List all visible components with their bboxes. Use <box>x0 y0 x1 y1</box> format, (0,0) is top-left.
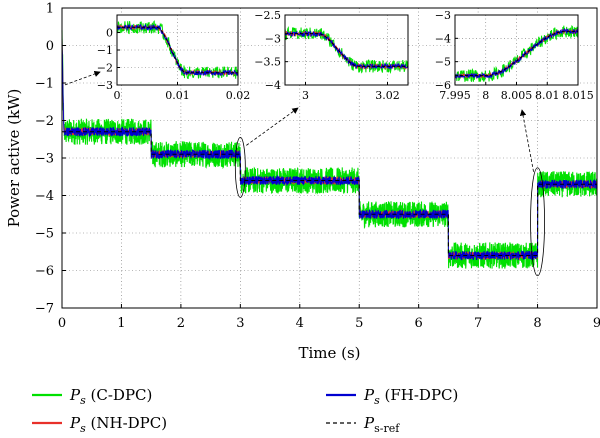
legend-symbol: P <box>69 386 81 404</box>
y-tick-label: −2 <box>35 114 54 129</box>
y-axis-title: Power active (kW) <box>5 89 23 228</box>
inset-y-tick-label: −6 <box>435 79 451 92</box>
y-tick-label: −1 <box>35 77 54 92</box>
inset-y-tick-label: −3 <box>435 9 451 22</box>
x-tick-label: 5 <box>355 316 363 331</box>
inset-x-tick-label: 8.015 <box>562 89 594 102</box>
legend-label: Ps (C-DPC) <box>69 386 152 407</box>
x-tick-label: 9 <box>593 316 600 331</box>
inset-x-tick-label: 7.995 <box>439 89 471 102</box>
inset-x-tick-label: 3 <box>302 89 309 102</box>
zoom-arrow-8s <box>519 109 534 172</box>
legend-subscript: s-ref <box>374 422 400 435</box>
x-tick-label: 7 <box>474 316 482 331</box>
zoom-ellipse-3s <box>234 136 246 198</box>
inset-y-tick-label: −3 <box>97 79 113 92</box>
inset-y-tick-label: −4 <box>435 32 451 45</box>
legend-item-3: Ps-ref <box>326 414 400 435</box>
y-tick-label: 0 <box>46 39 54 54</box>
x-axis-title: Time (s) <box>298 344 360 362</box>
legend-label: Ps (NH-DPC) <box>69 414 167 435</box>
y-tick-label: −6 <box>35 264 54 279</box>
zoom-ellipse-8s <box>530 167 545 277</box>
zoom-arrow-0s <box>64 70 101 86</box>
legend-suffix: (NH-DPC) <box>86 414 167 432</box>
series-line-ps-ref <box>62 131 597 257</box>
x-tick-label: 8 <box>533 316 541 331</box>
inset-x-tick-label: 0.01 <box>165 89 190 102</box>
inset-y-tick-label: −3.5 <box>254 56 281 69</box>
legend-label: Ps (FH-DPC) <box>363 386 458 407</box>
inset-plots: 0 0.01 0.020−1−2−33 3.02−2.5−3−3.5−47.995 8 8… <box>97 9 594 102</box>
y-tick-label: −5 <box>35 227 54 242</box>
inset2-frame <box>284 14 409 86</box>
inset-y-tick-label: −1 <box>97 44 113 57</box>
inset-y-tick-label: −5 <box>435 56 451 69</box>
x-tick-label: 2 <box>177 316 185 331</box>
inset-y-tick-label: −2 <box>97 62 113 75</box>
legend: Ps (C-DPC) Ps (FH-DPC)Ps (NH-DPC) Ps-ref <box>32 386 458 435</box>
inset2-plot: 3 3.02 −2.5 −3 −3.5 −4 <box>254 9 409 102</box>
y-tick-label: 1 <box>46 2 54 17</box>
inset-x-tick-label: 8.01 <box>535 89 560 102</box>
legend-label: Ps-ref <box>363 414 400 435</box>
y-tick-label: −4 <box>35 189 54 204</box>
inset-x-tick-label: 0.02 <box>226 89 251 102</box>
legend-item-2: Ps (NH-DPC) <box>32 414 167 435</box>
inset-x-tick-label: 3.02 <box>375 89 400 102</box>
x-tick-label: 1 <box>117 316 125 331</box>
legend-subscript: s <box>374 394 380 407</box>
inset3-plot: 7.995 8 8.005 8.01 8.015 −3 −4 −5 −6 <box>435 9 594 102</box>
x-tick-label: 0 <box>58 316 66 331</box>
legend-suffix: (FH-DPC) <box>380 386 459 404</box>
zoom-arrow-3s <box>246 107 299 146</box>
inset-x-tick-label: 0 <box>114 89 121 102</box>
inset1-series-ps-ref <box>117 26 238 74</box>
inset1-plot: 0 0.01 0.02 0 −1 −2 −3 <box>97 14 251 102</box>
inset2-background <box>285 15 408 85</box>
inset-y-tick-label: −4 <box>265 79 281 92</box>
x-tick-label: 4 <box>296 316 304 331</box>
y-tick-label: −7 <box>35 302 54 317</box>
inset3-series-ps-ref <box>455 30 578 77</box>
zoom-annotations <box>64 70 545 277</box>
inset-y-tick-label: 0 <box>106 27 113 40</box>
legend-symbol: P <box>69 414 81 432</box>
inset-x-tick-label: 8.005 <box>501 89 533 102</box>
inset2-series-ps-ref <box>285 33 408 67</box>
inset-y-tick-label: −3 <box>265 32 281 45</box>
legend-subscript: s <box>80 422 86 435</box>
legend-symbol: P <box>363 414 375 432</box>
legend-item-0: Ps (C-DPC) <box>32 386 152 407</box>
legend-subscript: s <box>80 394 86 407</box>
x-tick-label: 6 <box>415 316 423 331</box>
inset-x-tick-label: 8 <box>482 89 489 102</box>
legend-symbol: P <box>363 386 375 404</box>
inset-y-tick-label: −2.5 <box>254 9 281 22</box>
y-tick-label: −3 <box>35 152 54 167</box>
legend-item-1: Ps (FH-DPC) <box>326 386 458 407</box>
legend-suffix: (C-DPC) <box>86 386 153 404</box>
x-tick-label: 3 <box>236 316 244 331</box>
